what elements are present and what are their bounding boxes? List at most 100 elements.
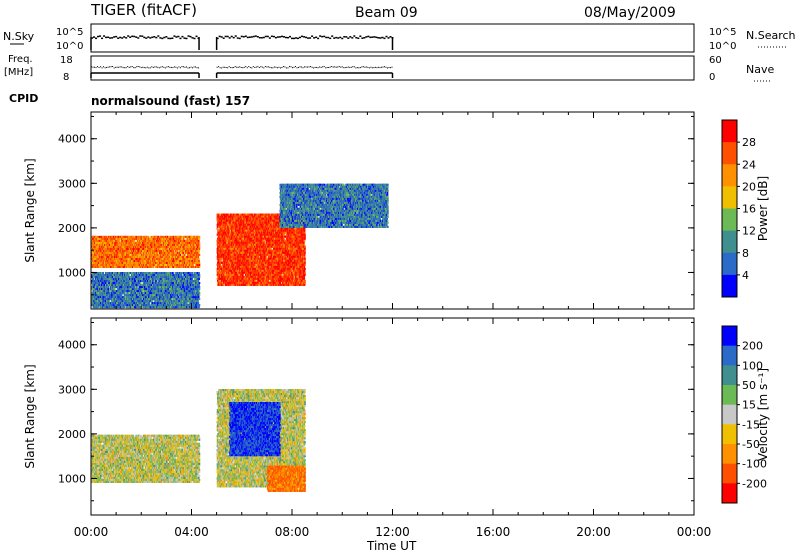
data-cell — [220, 240, 222, 242]
data-cell — [219, 264, 221, 266]
nave-dot — [132, 66, 133, 67]
data-cell — [240, 224, 242, 226]
data-cell — [108, 238, 110, 240]
nave-dot — [363, 66, 364, 67]
nave-dot — [385, 67, 386, 68]
data-cell — [219, 254, 221, 256]
nave-dot — [373, 67, 374, 68]
data-cell — [104, 262, 106, 264]
data-cell — [159, 244, 161, 246]
nave-dot — [310, 66, 311, 67]
data-cell — [189, 266, 191, 268]
data-cell — [97, 236, 99, 238]
data-cell — [199, 264, 201, 266]
data-cell — [118, 244, 120, 246]
data-cell — [227, 218, 229, 220]
data-cell — [185, 258, 187, 260]
nave-dot — [321, 67, 322, 68]
nave-dot — [183, 66, 184, 67]
data-cell — [134, 242, 136, 244]
data-cell — [235, 238, 237, 240]
data-cell — [138, 252, 140, 254]
data-cell — [227, 216, 229, 218]
cpid-label: CPID — [9, 92, 38, 105]
data-cell — [165, 264, 167, 266]
nave-dot — [120, 66, 121, 67]
data-cell — [123, 238, 125, 240]
nave-dot — [283, 66, 284, 67]
nave-dot — [233, 67, 234, 68]
data-cell — [176, 250, 178, 252]
nave-dot — [244, 67, 245, 68]
data-cell — [233, 234, 235, 236]
nave-dot — [253, 66, 254, 67]
data-cell — [170, 266, 172, 268]
data-cell — [173, 262, 175, 264]
nave-dot — [197, 67, 198, 68]
nave-dot — [102, 67, 103, 68]
data-cell — [101, 260, 103, 262]
data-cell — [198, 260, 200, 262]
data-cell — [151, 256, 153, 258]
data-cell — [96, 260, 98, 262]
data-cell — [171, 262, 173, 264]
data-cell — [150, 244, 152, 246]
nave-dot — [265, 66, 266, 67]
data-cell — [173, 242, 175, 244]
data-cell — [187, 252, 189, 254]
data-cell — [180, 262, 182, 264]
nave-dot — [187, 67, 188, 68]
nave-dot — [232, 67, 233, 68]
nave-dot — [118, 67, 119, 68]
data-cell — [217, 262, 219, 264]
nave-dot — [298, 67, 299, 68]
nave-dot — [157, 67, 158, 68]
nave-dot — [171, 67, 172, 68]
data-cell — [168, 252, 170, 254]
nave-dot — [328, 67, 329, 68]
data-cell — [181, 236, 183, 238]
data-cell — [190, 250, 192, 252]
data-cell — [140, 266, 142, 268]
data-cell — [221, 282, 223, 284]
nave-dot — [354, 66, 355, 67]
nave-dot — [370, 67, 371, 68]
nave-dot — [259, 67, 260, 68]
nave-dot — [109, 66, 110, 67]
nave-dot — [315, 67, 316, 68]
nave-dot — [163, 67, 164, 68]
data-cell — [173, 252, 175, 254]
data-cell — [183, 238, 185, 240]
data-cell — [192, 246, 194, 248]
data-cell — [116, 240, 118, 242]
data-cell — [166, 246, 168, 248]
nave-dot — [221, 67, 222, 68]
freq-label-line1: Freq. — [8, 54, 33, 65]
nave-dot — [348, 67, 349, 68]
data-cell — [239, 282, 241, 284]
nave-dot — [345, 67, 346, 68]
data-cell — [174, 264, 176, 266]
data-cell — [115, 248, 117, 250]
nave-dot — [94, 67, 95, 68]
data-cell — [199, 238, 201, 240]
beam-title: Beam 09 — [355, 5, 418, 21]
nave-dot — [100, 66, 101, 67]
data-cell — [238, 252, 240, 254]
nave-dot — [260, 66, 261, 67]
data-cell — [111, 238, 113, 240]
data-cell — [141, 252, 143, 254]
nave-dot — [112, 66, 113, 67]
data-cell — [105, 264, 107, 266]
data-cell — [194, 246, 196, 248]
data-cell — [233, 230, 235, 232]
data-cell — [110, 238, 112, 240]
data-cell — [121, 250, 123, 252]
data-cell — [143, 254, 145, 256]
data-cell — [165, 238, 167, 240]
nave-dot — [278, 67, 279, 68]
nave-dot — [239, 66, 240, 67]
nave-dot — [195, 67, 196, 68]
nave-dot — [250, 67, 251, 68]
data-cell — [228, 268, 230, 270]
